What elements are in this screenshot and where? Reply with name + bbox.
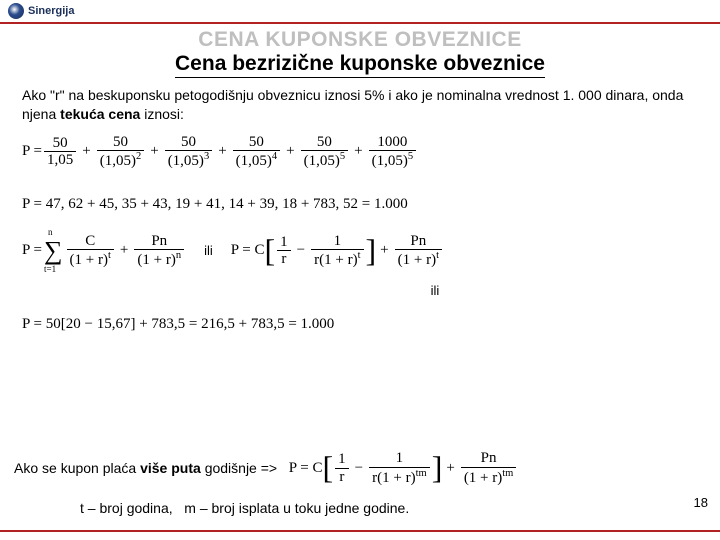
eq3b-frac3: Pn(1 + r)t [395,233,442,269]
title-section: CENA KUPONSKE OBVEZNICE Cena bezrizične … [0,28,720,78]
intro-bold: tekuća cena [60,106,140,122]
page-number: 18 [694,495,708,510]
logo: Sinergija [8,3,74,19]
intro-part2: iznosi: [140,106,184,122]
plus: + [82,143,90,160]
ili-2: ili [0,279,720,302]
eq3b-frac1: 1r [277,234,291,268]
bottom-part1: Ako se kupon plaća [14,460,136,476]
bracket-r: ] [366,238,377,264]
equation-1: P = 501,05 + 50(1,05)2 + 50(1,05)3 + 50(… [0,134,720,170]
bottom-legend: t – broj godina, m – broj isplata u toku… [0,500,720,516]
equation-4: P = 50[20 − 15,67] + 783,5 = 216,5 + 783… [0,310,720,339]
eq3a-lhs: P = [22,242,42,259]
legend-t: t – broj godina, [80,500,173,516]
equation-5: P = C [ 1r − 1r(1 + r)tm ] + Pn(1 + r)tm [289,450,519,486]
top-bar: Sinergija [0,0,720,24]
eq1-frac2: 50(1,05)2 [97,134,145,170]
eq1-frac5: 50(1,05)5 [301,134,349,170]
eq1-frac3: 50(1,05)3 [165,134,213,170]
bottom-part2: godišnje => [205,460,277,476]
bottom-bold: više puta [140,460,201,476]
equation-2: P = 47, 62 + 45, 35 + 43, 19 + 41, 14 + … [0,190,720,219]
bottom-text-row: Ako se kupon plaća više puta godišnje =>… [0,450,720,486]
intro-text: Ako "r" na beskuponsku petogodišnju obve… [0,78,720,128]
legend-m: m – broj isplata u toku jedne godine. [184,500,409,516]
logo-mark [8,3,24,19]
eq1-lhs: P = [22,143,42,160]
logo-text: Sinergija [28,5,74,17]
eq1-frac4: 50(1,05)4 [233,134,281,170]
bottom-rule [0,530,720,540]
minus: − [297,242,305,259]
ili-1: ili [204,243,213,258]
eq3a-frac1: C(1 + r)t [67,233,114,269]
bottom-area: Ako se kupon plaća više puta godišnje =>… [0,450,720,516]
title-gray: CENA KUPONSKE OBVEZNICE [0,28,720,52]
eq1-frac6: 1000(1,05)5 [369,134,417,170]
eq3b-frac2: 1r(1 + r)t [311,233,363,269]
eq3b-lhs: P = C [231,242,265,259]
sum-symbol: ∑nt=1 [44,238,63,264]
eq1-frac1: 501,05 [44,135,76,169]
title-main: Cena bezrizične kuponske obveznice [175,52,545,78]
equation-3-row: P = ∑nt=1 C(1 + r)t + Pn(1 + r)n ili P =… [0,233,720,279]
eq3a-frac2: Pn(1 + r)n [134,233,184,269]
bracket-l: [ [265,238,276,264]
